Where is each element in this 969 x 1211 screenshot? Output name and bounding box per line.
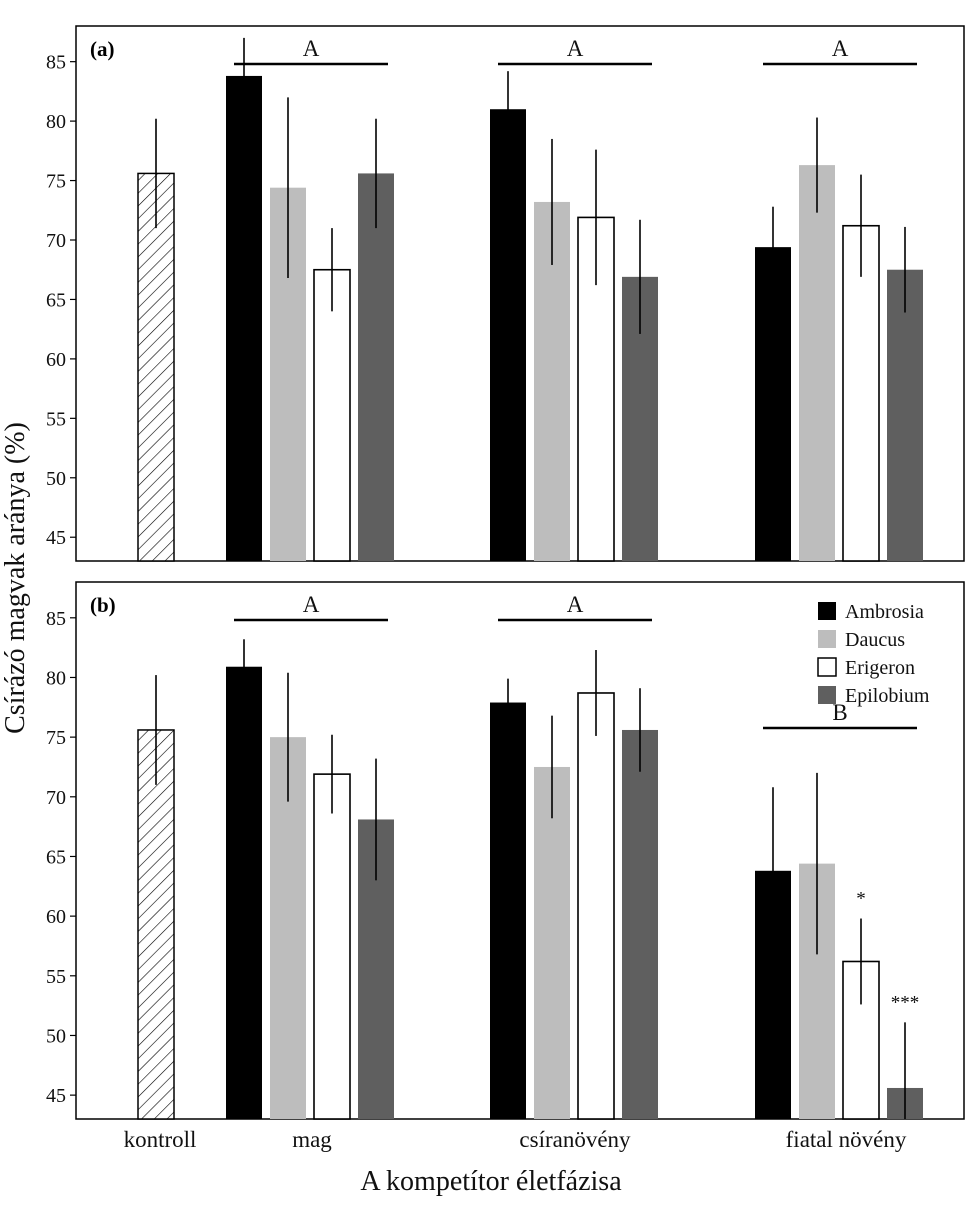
y-tick-label: 85	[46, 52, 66, 74]
bar-erigeron-fiatal-növény	[842, 224, 880, 562]
x-category-label: fiatal növény	[786, 1127, 907, 1152]
bar-epilobium-csíranövény	[622, 729, 658, 1119]
bar-erigeron-mag	[313, 773, 351, 1120]
y-tick-label: 85	[46, 608, 66, 630]
y-tick-label: 45	[46, 527, 66, 549]
y-tick-label: 60	[46, 349, 66, 371]
bar-kontroll	[137, 729, 175, 1120]
legend-label: Epilobium	[845, 685, 930, 707]
y-tick-label: 60	[46, 906, 66, 928]
legend: Ambrosia Daucus Erigeron Epilobium	[817, 601, 930, 707]
bar-ambrosia-csíranövény	[490, 109, 526, 561]
legend-label: Ambrosia	[845, 601, 924, 623]
bar-erigeron-mag	[313, 268, 351, 562]
bar-epilobium-fiatal-növény	[887, 269, 923, 561]
y-tick-label: 75	[46, 171, 66, 193]
bar-erigeron-csíranövény	[577, 692, 615, 1120]
x-axis-title: A kompetítor életfázisa	[360, 1166, 622, 1197]
panel-label: (b)	[90, 593, 116, 617]
category-labels: kontroll mag csíranövény fiatal növény	[124, 1127, 907, 1152]
legend-swatch	[817, 657, 837, 677]
y-tick-label: 70	[46, 787, 66, 809]
panel-label: (a)	[90, 37, 115, 61]
group-letter: B	[832, 700, 847, 725]
x-category-label: csíranövény	[519, 1127, 631, 1152]
y-tick-label: 55	[46, 408, 66, 430]
y-tick-label: 45	[46, 1085, 66, 1107]
legend-swatch	[818, 630, 836, 648]
group-letter: A	[567, 36, 584, 61]
legend-label: Daucus	[845, 629, 905, 651]
y-tick-label: 65	[46, 846, 66, 868]
group-letter: A	[303, 36, 320, 61]
y-tick-label: 80	[46, 111, 66, 133]
x-category-label: mag	[292, 1127, 332, 1152]
legend-label: Erigeron	[845, 657, 915, 679]
y-tick-label: 55	[46, 966, 66, 988]
bar-ambrosia-mag	[226, 75, 262, 561]
y-tick-label: 70	[46, 230, 66, 252]
bar-epilobium-mag	[358, 173, 394, 561]
chart-panels: 45 50 55 60 65 70 75 80 85 (a) A A A 45 50 55 60 65 70 75 80…	[46, 25, 965, 1120]
bar-ambrosia-csíranövény	[490, 702, 526, 1119]
group-letter: A	[303, 592, 320, 617]
x-category-label: kontroll	[124, 1127, 197, 1152]
group-letter: A	[567, 592, 584, 617]
bar-ambrosia-fiatal-növény	[755, 247, 791, 561]
bar-daucus-csíranövény	[534, 766, 570, 1119]
y-tick-label: 75	[46, 727, 66, 749]
significance-marker: ***	[891, 992, 920, 1013]
y-tick-label: 65	[46, 289, 66, 311]
panel-a: 45 50 55 60 65 70 75 80 85 (a) A A A	[46, 25, 965, 562]
y-tick-label: 50	[46, 1025, 66, 1047]
y-tick-label: 80	[46, 667, 66, 689]
legend-swatch	[818, 686, 836, 704]
group-letter: A	[832, 36, 849, 61]
significance-marker: *	[856, 889, 866, 910]
bar-kontroll	[137, 172, 175, 562]
bar-ambrosia-mag	[226, 666, 262, 1119]
bar-daucus-fiatal-növény	[799, 165, 835, 561]
y-axis-title: Csírázó magvak aránya (%)	[0, 422, 31, 734]
legend-swatch	[818, 602, 836, 620]
y-tick-label: 50	[46, 468, 66, 490]
